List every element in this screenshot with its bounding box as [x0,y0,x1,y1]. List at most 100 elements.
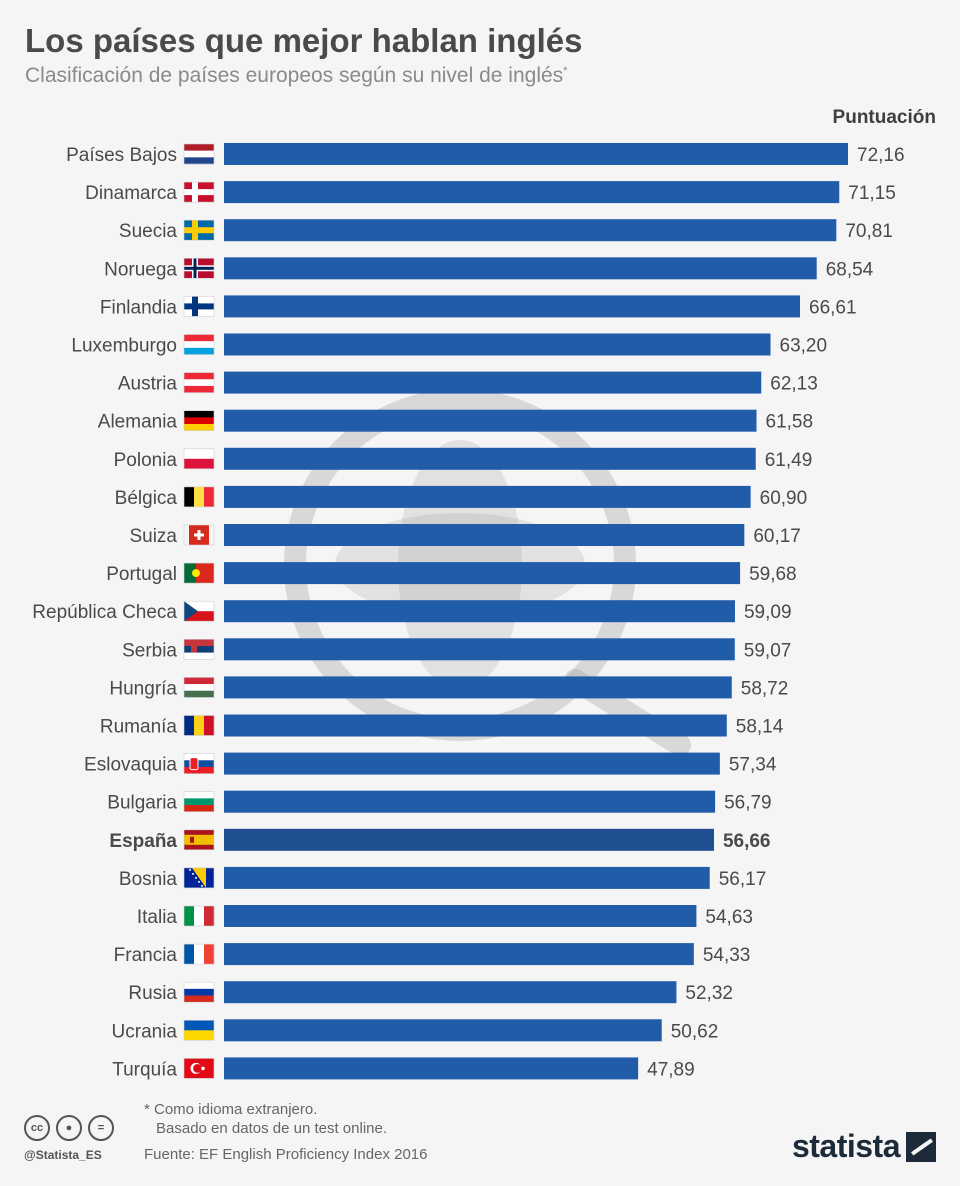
bar-de [224,409,757,432]
value-label: 58,14 [736,717,784,738]
value-label: 72,16 [857,145,905,166]
chart-title: Los países que mejor hablan inglés [25,22,583,59]
flag-icon-rs [183,638,215,660]
nd-icon[interactable]: = [88,1115,114,1141]
value-label: 61,58 [766,412,814,433]
value-label: 56,66 [723,831,771,852]
chart-subtitle: Clasificación de países europeos según s… [25,64,567,88]
value-label: 58,72 [741,678,789,699]
category-label: Suecia [119,221,178,242]
bar-cz [224,600,735,623]
flag-icon-ba [183,867,215,889]
bar-hu [224,676,732,699]
cc-icon[interactable]: cc [24,1115,50,1141]
source-note: Fuente: EF English Proficiency Index 201… [144,1146,428,1163]
category-label: Noruega [104,259,177,280]
by-icon[interactable]: ● [56,1115,82,1141]
bar-fi [224,295,801,318]
flag-icon-de [183,410,215,432]
bar-fr [224,943,694,966]
bar-ua [224,1019,662,1042]
category-label: República Checa [32,602,177,623]
category-label: Polonia [114,450,178,471]
bar-pl [224,447,756,470]
value-label: 59,68 [749,564,797,585]
value-label: 66,61 [809,297,857,318]
category-label: Austria [118,374,178,395]
category-label: Bosnia [119,869,178,890]
flag-icon-at [183,372,215,393]
flag-icon-nl [183,143,215,165]
category-label: Hungría [109,678,177,699]
bar-lu [224,333,771,356]
flag-icon-se [183,219,215,241]
value-label: 50,62 [671,1021,719,1042]
category-label: Bélgica [115,488,178,509]
flag-icon-it [183,905,215,927]
bar-tr [224,1057,639,1080]
category-label: Rusia [128,983,177,1004]
category-label: Bulgaria [107,793,177,814]
flag-icon-no [183,257,215,279]
value-column-header: Puntuación [832,107,936,128]
flag-icon-pl [183,448,215,470]
footnote-line-1: * Como idioma extranjero. [144,1101,318,1118]
value-label: 60,90 [760,488,808,509]
value-label: 71,15 [848,183,896,204]
bar-sk [224,752,720,775]
twitter-handle[interactable]: @Statista_ES [24,1148,102,1162]
value-label: 54,63 [705,907,753,928]
bar-nl [224,143,848,165]
bar-be [224,485,751,508]
category-label: Países Bajos [66,145,177,166]
flag-icon-lu [183,334,215,355]
value-label: 59,07 [744,640,792,661]
category-label: Eslovaquia [84,755,177,776]
value-label: 57,34 [729,755,777,776]
flag-icon-fi [183,296,215,317]
subtitle-text: Clasificación de países europeos según s… [25,64,564,87]
flag-icon-bg [183,791,215,813]
value-label: 70,81 [845,221,893,242]
category-label: Ucrania [112,1021,178,1042]
bar-rs [224,638,735,661]
flag-icon-sk [183,753,215,774]
bar-ru [224,981,677,1004]
flag-icon-fr [183,943,215,965]
category-label: Rumanía [100,717,178,738]
value-label: 52,32 [685,983,733,1004]
category-label: Turquía [112,1059,177,1080]
bar-no [224,257,817,280]
category-label: Francia [114,945,178,966]
bar-es [224,828,714,851]
category-label: Portugal [106,564,177,585]
value-label: 61,49 [765,450,813,471]
value-label: 62,13 [770,374,818,395]
bar-it [224,905,697,927]
category-label: Luxemburgo [71,336,177,357]
value-label: 56,17 [719,869,767,890]
bar-bg [224,790,716,813]
category-label: Italia [137,907,178,928]
flag-icon-ch [183,524,215,546]
statista-logo[interactable]: statista [792,1128,936,1165]
flag-icon-be [183,486,215,508]
bar-ch [224,524,745,546]
license-icons[interactable]: cc ● = [24,1115,114,1141]
value-label: 60,17 [753,526,801,547]
bar-ba [224,866,710,889]
value-label: 47,89 [647,1059,695,1080]
flag-icon-tr [183,1058,215,1079]
flag-icon-pt [183,562,215,584]
bar-se [224,219,837,242]
bar-ro [224,714,727,737]
flag-icon-es [183,829,215,851]
flag-icon-hu [183,677,215,698]
bar-dk [224,181,840,204]
bar-pt [224,562,741,585]
brand-wordmark: statista [791,1128,901,1164]
flag-icon-dk [183,181,215,203]
bar-at [224,371,762,394]
flag-icon-ua [183,1019,215,1041]
